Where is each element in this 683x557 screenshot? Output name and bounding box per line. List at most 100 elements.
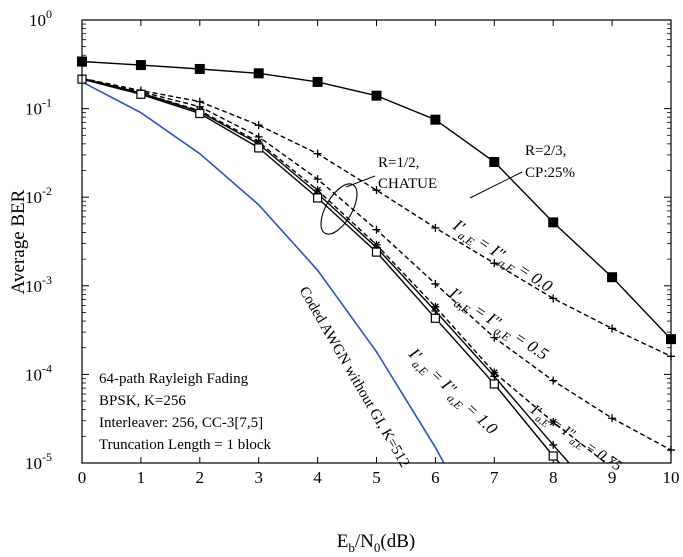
x-axis-title-db: (dB) bbox=[380, 531, 415, 552]
marker-plus bbox=[549, 376, 558, 385]
y-tick-exp: -1 bbox=[42, 96, 52, 110]
x-tick-label: 9 bbox=[608, 468, 617, 487]
marker-filled-square bbox=[489, 156, 500, 167]
marker-star bbox=[549, 418, 558, 427]
marker-open-square bbox=[548, 451, 558, 461]
marker-star bbox=[431, 302, 440, 311]
y-axis-title: Average BER bbox=[8, 189, 29, 294]
marker-plus bbox=[490, 372, 499, 381]
y-tick-label: 10-1 bbox=[25, 96, 52, 119]
y-tick-base: 10 bbox=[25, 188, 42, 207]
y-tick-label: 100 bbox=[29, 7, 52, 30]
info-line-3: Interleaver: 256, CC-3[7,5] bbox=[99, 415, 263, 431]
label-awgn: Coded AWGN without GI, K=512 bbox=[296, 284, 413, 470]
marker-filled-square bbox=[135, 60, 146, 71]
marker-open-square bbox=[489, 379, 499, 389]
marker-open-square bbox=[371, 247, 382, 257]
marker-open-square bbox=[136, 89, 146, 99]
label-i05: I′a,E=I″a,E= 0.5 bbox=[443, 283, 552, 367]
x-tick-label: 8 bbox=[549, 468, 558, 487]
marker-open-square bbox=[254, 143, 264, 153]
y-tick-label: 10-4 bbox=[25, 361, 52, 384]
i00-value: = 0.0 bbox=[515, 259, 557, 296]
y-tick-base: 10 bbox=[25, 277, 42, 296]
y-tick-base: 10 bbox=[25, 454, 42, 473]
x-tick-label: 10 bbox=[663, 468, 680, 487]
marker-filled-square bbox=[430, 114, 441, 125]
marker-plus bbox=[372, 186, 381, 195]
i05-value: = 0.5 bbox=[511, 327, 552, 363]
marker-filled-square bbox=[548, 217, 559, 228]
y-tick-base: 10 bbox=[29, 11, 46, 30]
x-tick-label: 3 bbox=[254, 468, 263, 487]
marker-filled-square bbox=[253, 68, 264, 79]
marker-plus bbox=[372, 225, 381, 234]
marker-plus bbox=[490, 259, 499, 268]
label-r12-pointer bbox=[345, 175, 376, 188]
marker-filled-square bbox=[607, 272, 618, 283]
y-tick-base: 10 bbox=[25, 100, 42, 119]
marker-open-square bbox=[195, 108, 205, 119]
marker-plus bbox=[313, 175, 322, 184]
marker-plus bbox=[254, 121, 263, 130]
marker-filled-square bbox=[194, 63, 205, 74]
x-axis-title-slash: /N bbox=[355, 531, 374, 552]
info-box: 64-path Rayleigh Fading BPSK, K=256 Inte… bbox=[99, 371, 272, 453]
x-tick-label: 1 bbox=[137, 468, 146, 487]
x-axis-title-sub-0: 0 bbox=[374, 540, 381, 555]
markers-layer bbox=[77, 56, 676, 461]
marker-open-square bbox=[430, 313, 440, 323]
y-tick-exp: 0 bbox=[46, 7, 52, 21]
y-tick-base: 10 bbox=[25, 365, 42, 384]
label-r12-line1: R=1/2, bbox=[378, 155, 419, 171]
x-tick-label: 0 bbox=[78, 468, 87, 487]
label-i00: I′a,E=I″a,E= 0.0 bbox=[447, 215, 557, 299]
label-r23-pointer bbox=[469, 171, 523, 199]
series-line-1 bbox=[82, 77, 671, 357]
label-r12-group-ellipse bbox=[320, 183, 358, 235]
x-tick-label: 6 bbox=[431, 468, 440, 487]
x-tick-label: 7 bbox=[490, 468, 499, 487]
marker-filled-square bbox=[371, 90, 382, 101]
svg-text:I′a,E=I″a,E= 0.5: I′a,E=I″a,E= 0.5 bbox=[443, 283, 552, 367]
marker-filled-square bbox=[312, 76, 323, 87]
series-line-0 bbox=[82, 60, 671, 340]
info-line-4: Truncation Length = 1 block bbox=[99, 437, 272, 453]
x-tick-labels: 0 1 2 3 4 5 6 7 8 9 10 bbox=[78, 468, 680, 487]
x-tick-label: 4 bbox=[313, 468, 322, 487]
marker-plus bbox=[431, 223, 440, 232]
x-tick-label: 5 bbox=[372, 468, 381, 487]
x-tick-label: 2 bbox=[196, 468, 205, 487]
i075-value: = 0.75 bbox=[582, 439, 625, 475]
series-line-6 bbox=[82, 81, 445, 463]
svg-text:I′a,E=I″a,E= 0.0: I′a,E=I″a,E= 0.0 bbox=[447, 215, 557, 299]
marker-plus bbox=[549, 440, 558, 449]
x-axis-title: Eb/N0(dB) bbox=[337, 531, 415, 555]
info-line-2: BPSK, K=256 bbox=[99, 393, 186, 409]
x-axis-title-sub-b: b bbox=[348, 540, 355, 555]
marker-plus bbox=[431, 279, 440, 288]
svg-text:I′a,E=I″a,E= 1.0: I′a,E=I″a,E= 1.0 bbox=[402, 344, 502, 442]
label-r23-line1: R=2/3, bbox=[525, 143, 566, 159]
marker-plus bbox=[549, 294, 558, 303]
label-r12-line2: CHATUE bbox=[378, 176, 437, 192]
y-tick-label: 10-3 bbox=[25, 273, 52, 296]
label-i10: I′a,E=I″a,E= 1.0 bbox=[402, 344, 502, 442]
marker-plus bbox=[313, 149, 322, 158]
marker-plus bbox=[608, 324, 617, 333]
y-tick-label: 10-5 bbox=[25, 450, 52, 473]
plot-frame bbox=[81, 19, 672, 464]
marker-plus bbox=[608, 414, 617, 423]
y-tick-label: 10-2 bbox=[25, 184, 52, 207]
y-tick-exp: -3 bbox=[42, 273, 52, 287]
y-tick-exp: -5 bbox=[42, 450, 52, 464]
y-tick-exp: -4 bbox=[42, 361, 52, 375]
marker-plus bbox=[431, 306, 440, 315]
y-tick-exp: -2 bbox=[42, 184, 52, 198]
marker-plus bbox=[490, 333, 499, 342]
label-r23-line2: CP:25% bbox=[525, 165, 575, 181]
marker-open-square bbox=[313, 193, 323, 203]
info-line-1: 64-path Rayleigh Fading bbox=[99, 371, 249, 387]
